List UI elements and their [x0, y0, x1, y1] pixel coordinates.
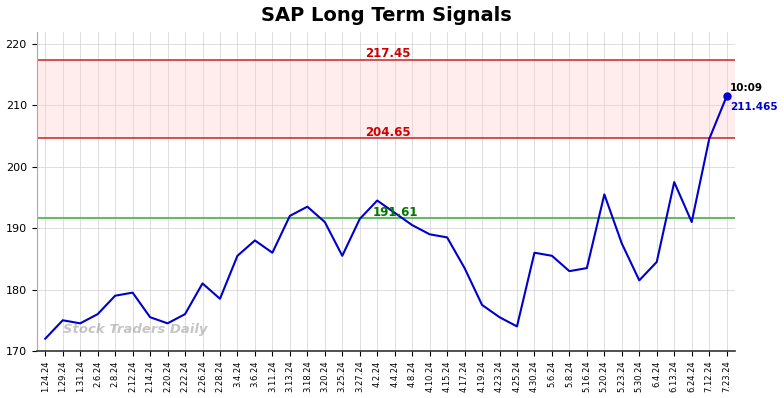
Text: 10:09: 10:09 — [730, 84, 763, 94]
Text: 217.45: 217.45 — [365, 47, 411, 60]
Text: 211.465: 211.465 — [730, 102, 778, 112]
Text: 191.61: 191.61 — [372, 206, 418, 219]
Title: SAP Long Term Signals: SAP Long Term Signals — [260, 6, 511, 25]
Text: 204.65: 204.65 — [365, 126, 411, 139]
Text: Stock Traders Daily: Stock Traders Daily — [63, 322, 207, 336]
